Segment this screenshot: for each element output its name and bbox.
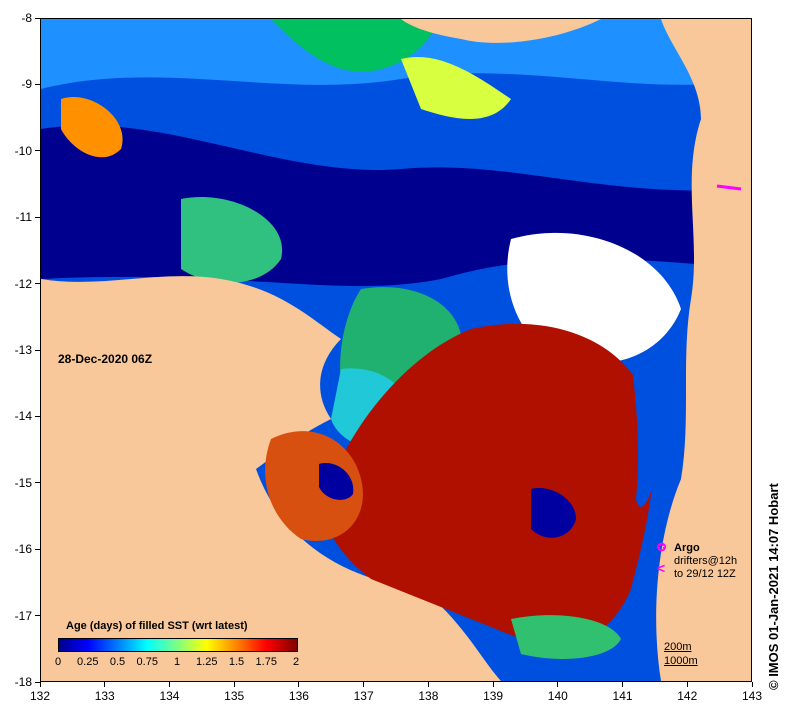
y-tick-label: -14: [14, 409, 32, 424]
depth-1000m-label: 1000m: [664, 655, 698, 667]
y-tick-label: -13: [14, 343, 32, 357]
x-tick-mark: [751, 682, 753, 687]
x-tick-label: 135: [224, 689, 245, 703]
overlay-key: ✪ < Argo drifters@12h to 29/12 12Z: [657, 542, 738, 581]
colorbar-tick-label: 1.75: [255, 656, 277, 668]
argo-marker-icon: ✪: [657, 542, 667, 554]
drifter-marker-icon: <: [657, 560, 666, 576]
y-tick-mark: [35, 349, 40, 351]
x-tick-label: 143: [741, 689, 763, 703]
sea-zone-west-green: [181, 197, 283, 283]
colorbar-tick-label: 1: [173, 656, 181, 668]
y-tick-label: -12: [14, 276, 32, 291]
y-tick-mark: [35, 548, 40, 550]
y-tick-mark: [35, 17, 40, 19]
colorbar-tick-label: 1.25: [196, 656, 218, 668]
x-tick-label: 140: [547, 689, 568, 703]
land-northern-territory: [41, 276, 501, 681]
x-tick-mark: [104, 682, 106, 687]
legend-colorbar: [58, 638, 298, 652]
y-tick-label: -17: [14, 608, 32, 623]
colorbar-tick-label: 2: [292, 656, 300, 668]
y-tick-label: -9: [21, 77, 32, 92]
sea-zone-gulf-south-green: [511, 615, 621, 659]
x-tick-label: 142: [677, 689, 698, 703]
x-tick-mark: [298, 682, 300, 687]
x-tick-mark: [233, 682, 235, 687]
argo-label: Argo: [674, 542, 700, 554]
sst-age-map: [41, 19, 751, 681]
y-tick-label: -10: [14, 143, 32, 158]
depth-contour-key: 200m 1000m: [664, 640, 698, 668]
x-tick-label: 133: [94, 689, 115, 703]
sea-zone-gulf-red: [322, 323, 654, 647]
land-top-right: [401, 19, 601, 43]
x-tick-mark: [168, 682, 170, 687]
sea-zone-gulf-orange: [265, 431, 363, 541]
x-tick-mark: [427, 682, 429, 687]
x-tick-label: 132: [29, 689, 51, 703]
y-tick-label: -16: [14, 542, 32, 557]
x-tick-mark: [363, 682, 365, 687]
x-tick-label: 141: [612, 689, 633, 703]
x-tick-mark: [557, 682, 559, 687]
sea-zone-east-coast-blue: [631, 359, 662, 507]
colorbar-tick-label: 0.75: [136, 656, 158, 668]
depth-200m-label: 200m: [664, 641, 692, 653]
x-tick-label: 139: [483, 689, 504, 703]
colorbar-tick-label: 1.5: [228, 656, 245, 668]
y-tick-label: -11: [15, 210, 32, 225]
sea-zone-gulf-blue-west: [319, 463, 354, 500]
y-tick-mark: [35, 150, 40, 152]
y-tick-mark: [35, 615, 40, 617]
y-tick-mark: [35, 415, 40, 417]
sea-zone-north-yellow: [401, 57, 511, 119]
drifters-label-line1: drifters@12h: [674, 555, 738, 567]
y-tick-label: -8: [21, 11, 32, 25]
x-tick-mark: [622, 682, 624, 687]
y-tick-mark: [35, 83, 40, 85]
sea-zone-gulf-blue-hole: [531, 488, 576, 538]
colorbar-tick-label: 0.5: [109, 656, 126, 668]
x-tick-label: 138: [418, 689, 439, 703]
x-tick-label: 136: [288, 689, 309, 703]
x-tick-mark: [492, 682, 494, 687]
legend-title: Age (days) of filled SST (wrt latest): [66, 620, 248, 632]
map-date-label: 28-Dec-2020 06Z: [58, 352, 153, 366]
y-tick-mark: [35, 216, 40, 218]
x-tick-mark: [686, 682, 688, 687]
y-tick-mark: [35, 482, 40, 484]
credit-text: © IMOS 01-Jan-2021 14:07 Hobart: [766, 483, 781, 690]
land-cape-york: [656, 19, 751, 681]
y-tick-mark: [35, 681, 40, 683]
colorbar-tick-label: 0.25: [77, 656, 99, 668]
y-tick-label: -15: [14, 475, 32, 490]
x-tick-label: 137: [353, 689, 374, 703]
y-tick-label: -18: [14, 675, 32, 689]
map-frame: [40, 18, 752, 682]
colorbar-tick-label: 0: [54, 656, 62, 668]
y-tick-mark: [35, 283, 40, 285]
x-tick-mark: [39, 682, 41, 687]
drifter-track: [716, 184, 742, 191]
sea-zone-north-green: [271, 19, 441, 72]
x-tick-label: 134: [159, 689, 180, 703]
drifters-label-line2: to 29/12 12Z: [674, 568, 736, 580]
sea-zone-north-orange: [61, 97, 123, 158]
